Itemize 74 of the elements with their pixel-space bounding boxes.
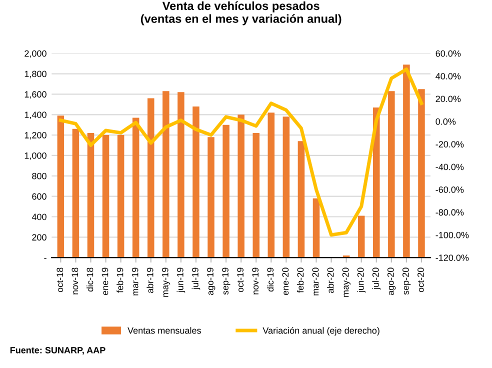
x-tick-label: mar-20 [312,268,319,296]
bar [238,114,244,258]
bar [388,91,395,258]
y-tick-label: 400 [32,214,46,220]
bar [208,137,214,258]
bar [57,116,64,258]
bar [192,106,200,258]
x-tick-label: sep-20 [402,268,411,295]
bar [87,133,94,258]
x-tick-label: feb-20 [297,268,304,293]
bar [403,64,410,258]
y-tick-label: 1,400 [24,112,46,120]
x-tick-label: ene-20 [282,268,289,296]
x-tick-label: mar-19 [132,268,138,296]
x-tick-label: jun-19 [176,268,186,293]
y-tick-label: - [44,258,46,259]
y2-tick-label: 0.0% [436,118,456,125]
legend-label: Variación anual (eje derecho) [262,326,380,336]
bar [72,128,80,258]
bar [268,112,275,258]
chart-title: Venta de vehículos pesados (ventas en el mes y variación anual) [140,1,342,26]
y2-tick-label: -20.0% [436,141,464,148]
y-tick-label: 1,000 [24,152,46,160]
x-tick-label: may-20 [342,268,351,297]
x-tick-label: ago-19 [207,268,216,296]
bar [162,91,170,258]
x-tick-label: jul-19 [192,268,200,290]
bar [312,198,320,258]
x-tick-label: oct-18 [56,268,64,292]
y-tick-label: 1,600 [24,91,46,99]
y-tick-label: 800 [32,172,46,180]
source-note: Fuente: SUNARP, AAP [10,346,106,355]
x-tick-label: nov-19 [252,268,259,294]
bar [222,124,230,258]
legend-label: Ventas mensuales [128,327,201,334]
bar [298,141,305,258]
x-tick-label: sep-19 [222,268,230,295]
bar [132,118,140,258]
x-tick-label: oct-19 [237,268,244,292]
x-tick-label: abr-19 [146,268,154,294]
y2-tick-label: 20.0% [436,96,461,102]
x-tick-label: ene-19 [102,268,108,296]
bar [282,116,290,258]
x-tick-label: abr-20 [327,268,334,294]
y2-tick-label: -60.0% [436,186,464,193]
x-tick-label: dic-19 [266,268,274,292]
y2-tick-label: 60.0% [436,50,461,57]
bar [358,216,365,258]
bar [102,135,110,258]
bar [373,107,380,258]
bar [418,89,425,258]
y-tick-label: 600 [32,193,46,200]
y2-tick-label: 40.0% [436,73,461,80]
x-tick-label: oct-20 [418,268,424,292]
bar [178,92,184,258]
y-tick-label: 2,000 [24,50,46,58]
x-tick-label: jul-20 [372,268,381,290]
bar [117,135,124,258]
bar [252,133,260,258]
y-tick-label: 200 [32,234,46,241]
x-tick-label: feb-19 [116,268,124,293]
y-tick-label: 1,200 [24,132,46,140]
bar [148,98,154,258]
y2-tick-label: -100.0% [436,232,469,238]
y2-tick-label: -120.0% [436,254,469,261]
line-series [58,68,424,237]
y2-tick-label: -40.0% [436,164,464,170]
y-tick-label: 1,800 [24,70,46,78]
x-tick-label: dic-18 [86,268,94,292]
x-tick-label: jun-20 [357,268,366,293]
x-tick-label: may-19 [162,268,170,297]
y2-tick-label: -80.0% [436,209,464,216]
x-tick-label: nov-18 [72,268,78,294]
x-tick-label: ago-20 [387,268,396,296]
